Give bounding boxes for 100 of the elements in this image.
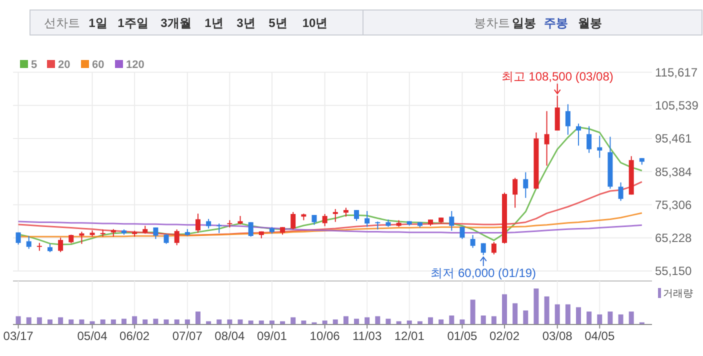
text: 월봉 (578, 16, 602, 30)
bar (565, 304, 570, 324)
candlestick (544, 110, 550, 166)
legend-label: 거래량 (663, 288, 693, 300)
bar (618, 314, 624, 324)
x-tick-label: 06/02 (120, 329, 150, 343)
bar (554, 304, 560, 324)
x-tick-label: 09/01 (256, 329, 288, 343)
x-tick-label: 01/05 (447, 329, 478, 343)
y-tick-label: 55,150 (655, 264, 692, 278)
x-tick-label: 05/04 (77, 329, 108, 343)
bar (544, 296, 550, 324)
candlestick (364, 210, 370, 228)
y-tick-label: 75,306 (655, 198, 692, 212)
y-tick-label: 85,384 (655, 164, 692, 179)
bar (36, 317, 42, 324)
candlestick (480, 242, 486, 256)
candlestick (460, 226, 465, 240)
candlestick (491, 241, 496, 255)
candlestick (206, 218, 212, 229)
candlestick (248, 222, 254, 238)
candlestick (470, 234, 476, 248)
candlestick (164, 234, 169, 244)
bar (153, 318, 158, 324)
text: 1년 (204, 16, 224, 30)
candlestick (290, 212, 296, 230)
bar (491, 316, 496, 324)
x-tick-label: 10/06 (310, 329, 340, 343)
bar (386, 318, 391, 324)
bar (576, 307, 581, 324)
bar (608, 312, 613, 324)
bar (428, 317, 434, 324)
candlestick (597, 135, 602, 158)
candlestick (195, 213, 200, 234)
bar (523, 310, 528, 324)
bar (470, 300, 476, 324)
candlestick (354, 210, 360, 222)
candlestick (174, 228, 180, 246)
annotation: 최저 60,000 (01/19) (430, 266, 536, 280)
candlestick (58, 237, 64, 253)
bar (16, 316, 21, 324)
bar (354, 318, 360, 324)
bar (132, 316, 138, 324)
line-series (18, 220, 643, 234)
candlestick (512, 177, 518, 208)
text: 1주일 (118, 16, 148, 30)
text: 봉차트 (474, 16, 510, 30)
bar (628, 312, 634, 324)
legend-label: 5 (31, 58, 38, 71)
bar (343, 316, 348, 324)
bar (121, 318, 126, 324)
y-tick-label: 95,461 (655, 132, 692, 146)
legend-label: 20 (58, 58, 70, 71)
y-tick-label: 65,228 (655, 231, 692, 246)
y-tick-label: 105,539 (655, 98, 699, 113)
annotation: 최고 108,500 (03/08) (501, 70, 614, 84)
bar (480, 316, 486, 324)
text: 일봉 (512, 16, 536, 30)
bar (195, 312, 200, 324)
candlestick (322, 213, 328, 227)
candlestick (618, 182, 624, 202)
x-tick-label: 03/17 (3, 329, 34, 343)
candlestick (586, 126, 592, 154)
text: 선차트 (44, 16, 80, 30)
text: 3년 (236, 16, 256, 30)
x-tick-label: 04/05 (584, 329, 615, 343)
bar (26, 317, 32, 324)
bar (364, 317, 370, 324)
x-tick-label: 08/04 (214, 329, 246, 343)
candlestick (565, 104, 570, 136)
bar (534, 288, 539, 324)
text: 5년 (268, 16, 288, 30)
text: 3개월 (160, 16, 192, 30)
candlestick (216, 223, 222, 234)
text: 주봉 (544, 16, 568, 30)
bar (449, 316, 454, 324)
bar (375, 316, 380, 324)
legend-label: 120 (126, 58, 144, 71)
x-tick-label: 12/01 (394, 329, 425, 343)
bar (586, 312, 592, 324)
candlestick (332, 208, 338, 222)
x-tick-label: 02/02 (489, 329, 520, 343)
candlestick (449, 210, 454, 232)
bar (512, 303, 518, 324)
text: 10년 (302, 16, 328, 30)
candlestick (227, 220, 232, 228)
legend-label: 60 (92, 58, 104, 71)
x-tick-label: 03/08 (542, 329, 573, 343)
candlestick (554, 95, 560, 132)
candlestick (576, 123, 581, 146)
candlestick (26, 236, 32, 250)
candlestick (16, 232, 21, 246)
bar (502, 294, 508, 324)
bar (58, 317, 64, 324)
candlestick (523, 172, 528, 198)
bar (290, 317, 296, 324)
y-tick-label: 115,617 (655, 66, 698, 80)
bar (597, 314, 602, 324)
x-tick-label: 11/03 (352, 329, 382, 343)
text: 1일 (88, 16, 108, 30)
